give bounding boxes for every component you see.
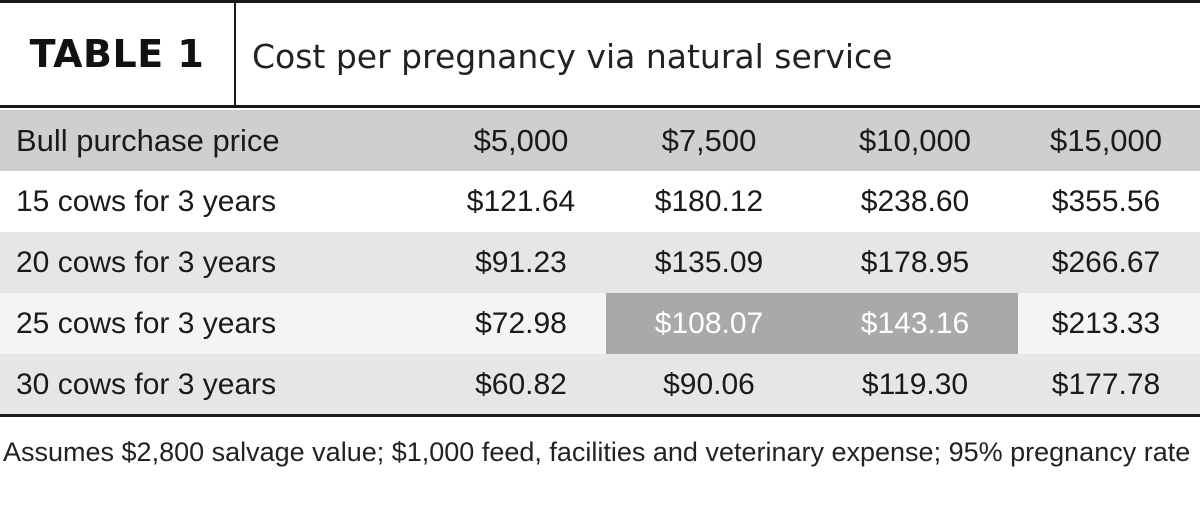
table-row: 25 cows for 3 years $72.98 $108.07 $143.… bbox=[0, 293, 1200, 354]
table-row: 20 cows for 3 years $91.23 $135.09 $178.… bbox=[0, 232, 1200, 293]
row-label: 20 cows for 3 years bbox=[16, 245, 277, 279]
table-cell: $266.67 bbox=[1051, 245, 1161, 279]
table-cell: $91.23 bbox=[475, 245, 567, 279]
table-cell: $355.56 bbox=[1051, 184, 1161, 218]
table-cell: $72.98 bbox=[475, 306, 567, 340]
row-label: 15 cows for 3 years bbox=[16, 184, 277, 218]
table-cell: $238.60 bbox=[860, 184, 970, 218]
header-cell: $5,000 bbox=[473, 122, 569, 158]
table-row: 15 cows for 3 years $121.64 $180.12 $238… bbox=[0, 171, 1200, 232]
cost-table: Bull purchase price $5,000 $7,500 $10,00… bbox=[0, 110, 1200, 416]
header-cell: $15,000 bbox=[1049, 122, 1163, 158]
table-cell: $178.95 bbox=[860, 245, 970, 279]
table-cell: $180.12 bbox=[654, 184, 764, 218]
table-row: 30 cows for 3 years $60.82 $90.06 $119.3… bbox=[0, 354, 1200, 416]
table-title: Cost per pregnancy via natural service bbox=[252, 37, 893, 76]
highlighted-cell: $143.16 bbox=[812, 293, 1018, 354]
row-label: 30 cows for 3 years bbox=[16, 368, 277, 401]
header-cell: $7,500 bbox=[661, 122, 757, 158]
table-cell: $135.09 bbox=[654, 245, 764, 279]
table-header-row: Bull purchase price $5,000 $7,500 $10,00… bbox=[0, 110, 1200, 171]
table-header-bar: TABLE 1 Cost per pregnancy via natural s… bbox=[0, 0, 1200, 108]
table-cell: $213.33 bbox=[1051, 306, 1161, 340]
table-cell: $119.30 bbox=[861, 368, 969, 401]
table-cell: $90.06 bbox=[663, 368, 755, 401]
table-number-label: TABLE 1 bbox=[0, 3, 236, 105]
header-cell: Bull purchase price bbox=[16, 122, 280, 158]
table-bottom-rule bbox=[0, 414, 1200, 417]
row-label: 25 cows for 3 years bbox=[16, 306, 277, 340]
table-footnote: Assumes $2,800 salvage value; $1,000 fee… bbox=[3, 437, 1191, 467]
table-cell: $121.64 bbox=[466, 184, 576, 218]
table-cell: $177.78 bbox=[1051, 368, 1161, 401]
table-cell: $60.82 bbox=[475, 368, 567, 401]
header-cell: $10,000 bbox=[858, 122, 972, 158]
highlighted-cell: $108.07 bbox=[606, 293, 812, 354]
